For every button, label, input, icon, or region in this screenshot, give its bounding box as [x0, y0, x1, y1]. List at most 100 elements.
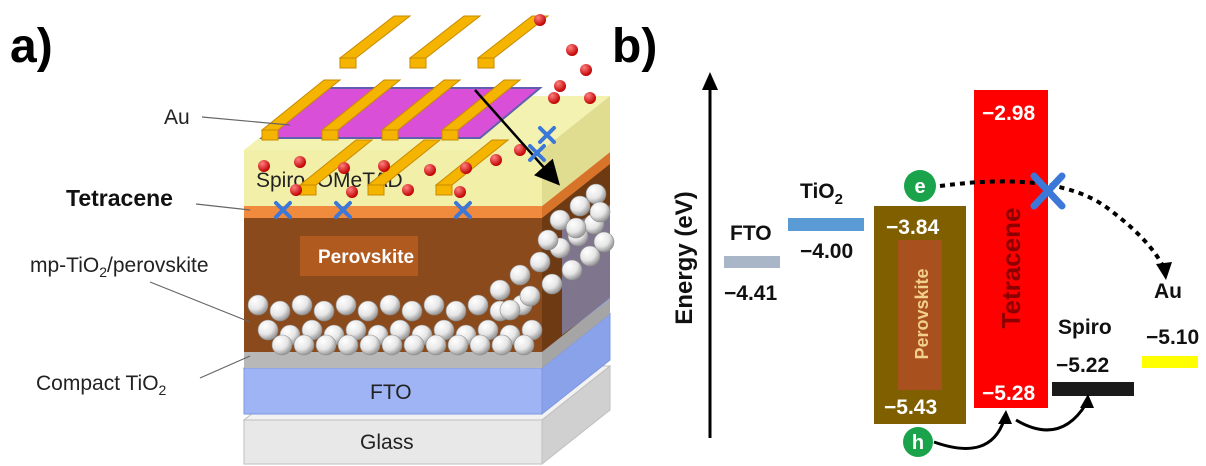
fto-level-bar — [724, 256, 780, 268]
perovskite-name: Perovskite — [912, 268, 932, 359]
tio2-sphere — [247, 294, 269, 316]
tio2-sphere — [257, 319, 279, 341]
hole-arrowhead-2 — [1080, 394, 1094, 408]
panel-a-label: a) — [10, 20, 53, 73]
tetracene-name: Tetracene — [996, 208, 1026, 329]
panel-b: b) Energy (eV) FTO −4.41 TiO2 −4.00 −3.8… — [612, 20, 1199, 457]
au-electrode-fingers — [260, 15, 550, 196]
tio2-sphere — [565, 217, 587, 239]
energy-axis-label: Energy (eV) — [671, 191, 698, 324]
electron-dot — [566, 44, 578, 56]
blocking-cross-b — [1030, 172, 1066, 210]
tio2-sphere — [519, 285, 541, 307]
fto-label-a: FTO — [370, 381, 412, 404]
tio2-sphere — [357, 300, 379, 322]
glass-label: Glass — [360, 431, 414, 454]
tio2-sphere — [291, 294, 313, 316]
electron-dot — [454, 186, 466, 198]
tio2-sphere — [401, 300, 423, 322]
electron-arrowhead — [1156, 262, 1172, 280]
electron-dot — [294, 156, 306, 168]
tio2-sphere — [359, 334, 381, 356]
electron-carrier-label: e — [914, 176, 925, 198]
tio2-sphere — [593, 231, 615, 253]
tio2-sphere — [423, 294, 445, 316]
perovskite-top: −3.84 — [886, 216, 939, 239]
tio2-sphere — [403, 334, 425, 356]
electron-dot — [346, 186, 358, 198]
hole-carrier-label: h — [912, 432, 924, 454]
electron-dot — [290, 184, 302, 196]
tio2-sphere — [379, 294, 401, 316]
tio2-sphere — [529, 251, 551, 273]
electron-dot — [338, 162, 350, 174]
tio2-sphere — [337, 334, 359, 356]
spiro-level-bar — [1052, 382, 1134, 396]
electron-carrier — [904, 170, 936, 202]
au-name: Au — [1154, 280, 1182, 303]
tio2-sphere — [315, 334, 337, 356]
tio2-sphere — [541, 273, 563, 295]
electron-dot — [514, 144, 526, 156]
hole-transfer-path-1 — [933, 419, 1006, 450]
perovskite-bottom: −5.43 — [884, 396, 937, 419]
tio2-sphere — [585, 183, 607, 205]
electron-dot — [258, 160, 270, 172]
spiro-level: −5.22 — [1056, 354, 1109, 377]
perovskite-inner — [898, 240, 942, 390]
blocking-crosses-a — [274, 126, 556, 219]
electron-dot — [460, 162, 472, 174]
electron-dot — [402, 184, 414, 196]
tio2-sphere — [489, 279, 511, 301]
tio2-sphere — [579, 245, 601, 267]
tio2-sphere — [513, 334, 535, 356]
compact-tio2-label: Compact TiO2 — [36, 372, 167, 398]
tio2-sphere — [269, 300, 291, 322]
hole-transfer-path-2 — [1015, 403, 1088, 432]
tio2-sphere — [313, 300, 335, 322]
au-label-a: Au — [164, 106, 190, 129]
tetracene-label-a: Tetracene — [66, 185, 173, 211]
mp-tio2-label: mp-TiO2/perovskite — [30, 254, 209, 280]
electron-dot — [554, 80, 566, 92]
tio2-sphere — [509, 264, 531, 286]
tio2-sphere — [491, 334, 513, 356]
electron-transfer-path — [939, 179, 1166, 269]
tio2-sphere — [537, 229, 559, 251]
tio2-sphere — [381, 334, 403, 356]
tio2-name: TiO2 — [800, 180, 843, 208]
electron-dot — [534, 14, 546, 26]
electron-dot — [490, 154, 502, 166]
electron-dot — [580, 64, 592, 76]
perovskite-label-a: Perovskite — [318, 247, 414, 268]
panel-a: a) Glass FTO Perovskite — [10, 14, 615, 466]
tio2-sphere — [445, 300, 467, 322]
electron-dots — [258, 14, 596, 198]
tio2-sphere — [467, 294, 489, 316]
tio2-sphere — [293, 334, 315, 356]
electron-dot — [424, 164, 436, 176]
tetracene-band — [974, 90, 1048, 408]
spiro-name: Spiro — [1058, 316, 1112, 339]
hole-carrier — [903, 427, 933, 457]
hole-arrowhead-1 — [998, 410, 1012, 424]
tio2-sphere — [561, 259, 583, 281]
tio2-sphere — [271, 334, 293, 356]
energy-axis-arrowhead — [702, 72, 718, 90]
fto-level: −4.41 — [724, 282, 777, 305]
electron-dot — [584, 92, 596, 104]
tio2-sphere — [469, 334, 491, 356]
compact-tio2-layer — [244, 298, 610, 368]
tio2-sphere — [499, 299, 521, 321]
tio2-level: −4.00 — [800, 240, 853, 263]
tio2-sphere — [589, 201, 611, 223]
electron-dot — [548, 92, 560, 104]
electron-dot — [378, 160, 390, 172]
au-level-bar — [1142, 356, 1198, 368]
tio2-level-bar — [788, 218, 864, 231]
tio2-sphere — [425, 334, 447, 356]
electron-path-arrow — [474, 89, 560, 186]
tio2-sphere — [335, 294, 357, 316]
au-level: −5.10 — [1146, 326, 1199, 349]
